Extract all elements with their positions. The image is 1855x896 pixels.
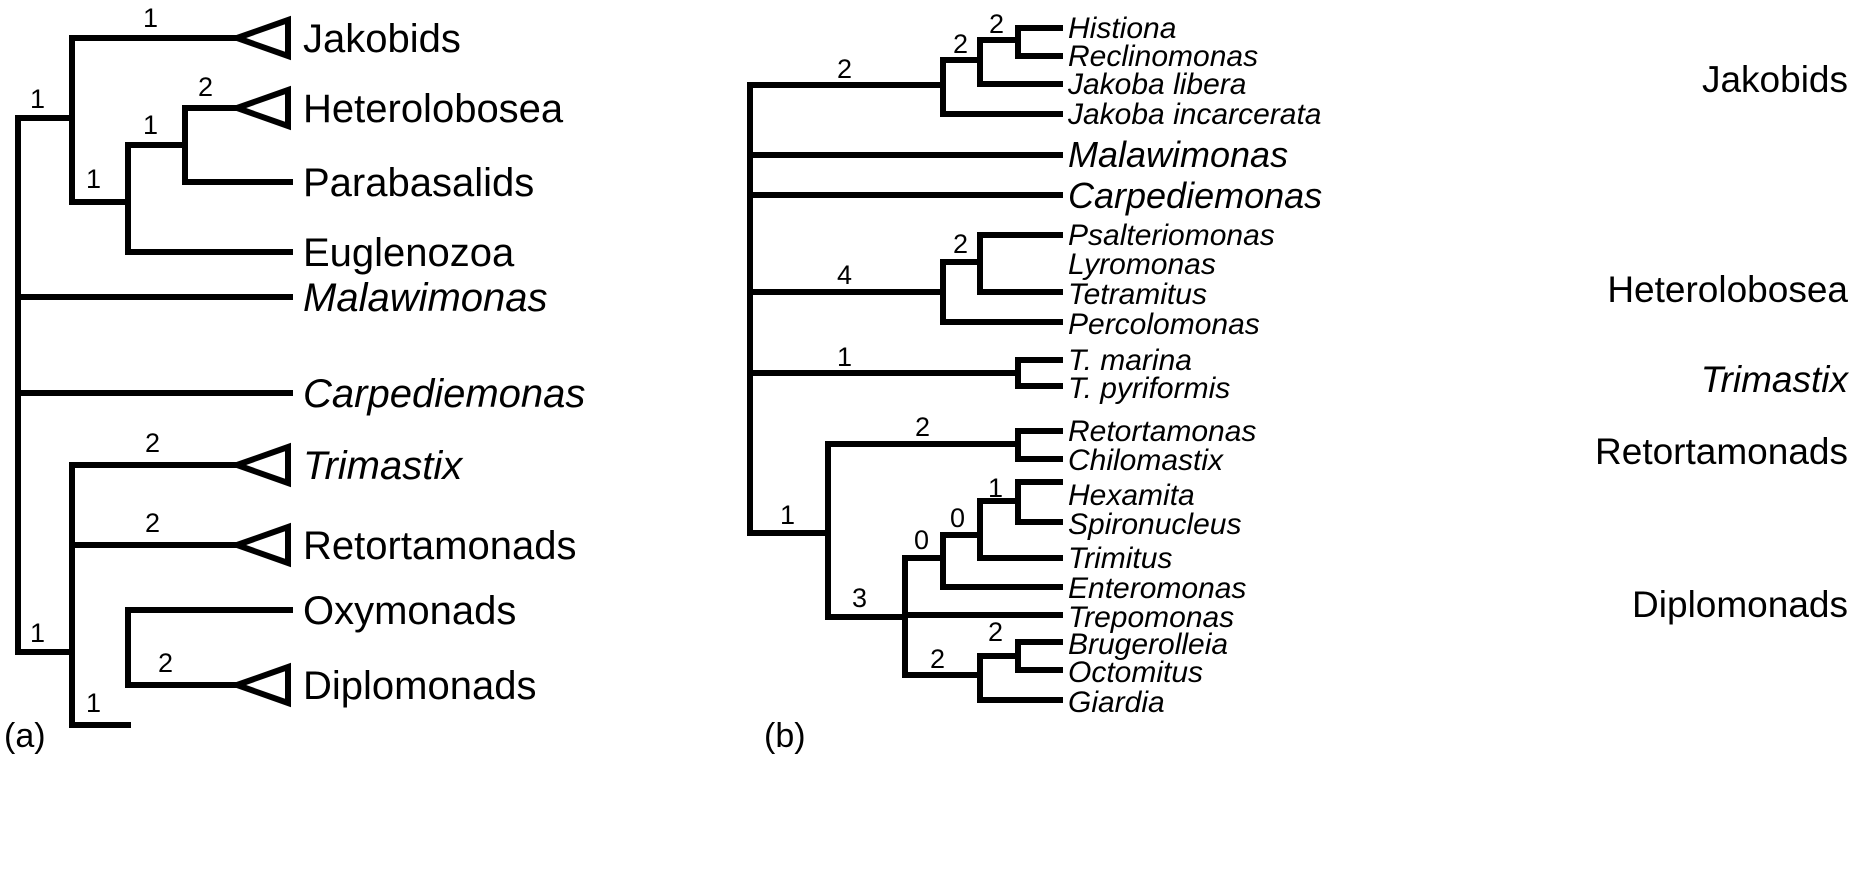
taxon-label: Brugerolleia	[1068, 628, 1228, 661]
taxon-label: Diplomonads	[303, 664, 536, 708]
taxon-label: Lyromonas	[1068, 248, 1216, 281]
panel-label: (b)	[764, 717, 806, 755]
support-value: 2	[953, 29, 968, 59]
support-value: 4	[837, 260, 852, 290]
taxon-label: Carpediemonas	[1068, 175, 1322, 216]
support-value: 1	[780, 500, 795, 530]
taxon-label: Trimastix	[303, 444, 464, 488]
panel-b-tree: Histiona Reclinomonas Jakoba libera Jako…	[747, 9, 1850, 755]
taxon-label: Trimitus	[1068, 542, 1172, 575]
taxon-label: Chilomastix	[1068, 444, 1224, 477]
support-value: 2	[837, 54, 852, 84]
support-value: 1	[86, 164, 101, 194]
taxon-label: Tetramitus	[1068, 278, 1207, 311]
collapsed-clade-triangle	[227, 662, 291, 708]
taxon-label: Histiona	[1068, 12, 1176, 45]
collapsed-clade-triangle	[227, 85, 291, 131]
support-value: 2	[915, 412, 930, 442]
taxon-label: T. marina	[1068, 344, 1192, 377]
support-value: 2	[145, 508, 160, 538]
panel-a-tree: Jakobids Heterolobosea Parabasalids Eugl…	[4, 3, 585, 755]
support-value: 2	[158, 648, 173, 678]
taxon-label: Trepomonas	[1068, 601, 1234, 634]
taxon-label: Octomitus	[1068, 656, 1203, 689]
support-value: 0	[914, 525, 929, 555]
support-value: 1	[837, 342, 852, 372]
taxon-label: Reclinomonas	[1068, 40, 1258, 73]
taxon-label: Retortamonads	[303, 524, 576, 568]
taxon-label: Percolomonas	[1068, 308, 1260, 341]
support-value: 1	[30, 618, 45, 648]
group-label: Retortamonads	[1595, 431, 1848, 472]
support-value: 2	[989, 9, 1004, 39]
support-value: 2	[145, 428, 160, 458]
collapsed-clade-triangle	[227, 15, 291, 61]
taxon-label: Malawimonas	[1068, 134, 1288, 175]
taxon-label: Oxymonads	[303, 589, 516, 633]
taxon-label: Jakoba incarcerata	[1067, 98, 1321, 131]
panel-label: (a)	[4, 717, 46, 755]
support-value: 1	[86, 688, 101, 718]
taxon-label: Malawimonas	[303, 276, 548, 320]
taxon-label: Giardia	[1068, 686, 1165, 719]
group-label: Jakobids	[1702, 59, 1848, 100]
support-value: 2	[953, 229, 968, 259]
support-value: 1	[988, 473, 1003, 503]
collapsed-clade-triangle	[227, 522, 291, 568]
group-label: Trimastix	[1701, 359, 1850, 400]
taxon-label: Jakobids	[303, 17, 461, 61]
support-value: 2	[988, 617, 1003, 647]
taxon-label: Heterolobosea	[303, 87, 564, 131]
support-value: 1	[30, 84, 45, 114]
support-value: 2	[198, 72, 213, 102]
taxon-label: Carpediemonas	[303, 372, 585, 416]
taxon-label: Parabasalids	[303, 161, 534, 205]
support-value: 0	[950, 503, 965, 533]
taxon-label: Psalteriomonas	[1068, 219, 1275, 252]
taxon-label: Hexamita	[1068, 479, 1195, 512]
taxon-label: T. pyriformis	[1068, 372, 1230, 405]
taxon-label: Euglenozoa	[303, 231, 515, 275]
collapsed-clade-triangle	[227, 442, 291, 488]
support-value: 1	[143, 110, 158, 140]
support-value: 2	[930, 644, 945, 674]
group-label: Heterolobosea	[1607, 269, 1848, 310]
taxon-label: Retortamonas	[1068, 415, 1256, 448]
taxon-label: Jakoba libera	[1067, 68, 1246, 101]
support-value: 1	[143, 3, 158, 33]
taxon-label: Enteromonas	[1068, 572, 1246, 605]
group-label: Diplomonads	[1632, 584, 1848, 625]
taxon-label: Spironucleus	[1068, 508, 1241, 541]
support-value: 3	[852, 583, 867, 613]
